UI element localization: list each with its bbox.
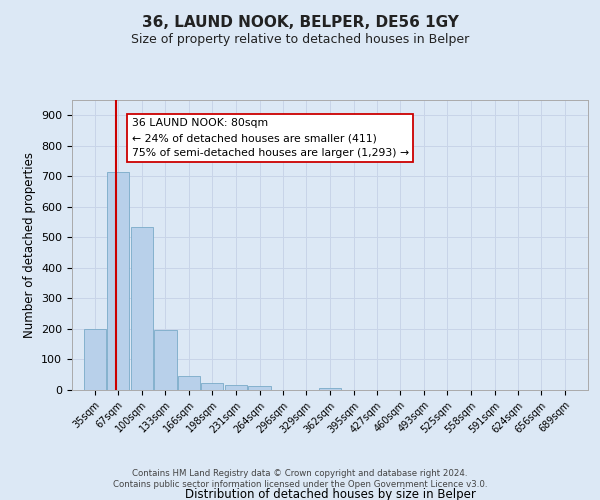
Text: Contains public sector information licensed under the Open Government Licence v3: Contains public sector information licen… (113, 480, 487, 489)
Bar (154, 330, 176, 390)
Text: 36, LAUND NOOK, BELPER, DE56 1GY: 36, LAUND NOOK, BELPER, DE56 1GY (142, 15, 458, 30)
Bar (84, 329, 106, 390)
Bar (107, 172, 129, 390)
Bar (131, 226, 153, 390)
Bar (319, 388, 341, 390)
Text: 36 LAUND NOOK: 80sqm
← 24% of detached houses are smaller (411)
75% of semi-deta: 36 LAUND NOOK: 80sqm ← 24% of detached h… (131, 118, 409, 158)
Bar (225, 386, 247, 390)
Bar (178, 376, 200, 390)
Bar (201, 384, 223, 390)
Text: Contains HM Land Registry data © Crown copyright and database right 2024.: Contains HM Land Registry data © Crown c… (132, 468, 468, 477)
Bar (248, 386, 271, 390)
Text: Size of property relative to detached houses in Belper: Size of property relative to detached ho… (131, 32, 469, 46)
X-axis label: Distribution of detached houses by size in Belper: Distribution of detached houses by size … (185, 488, 475, 500)
Y-axis label: Number of detached properties: Number of detached properties (23, 152, 35, 338)
